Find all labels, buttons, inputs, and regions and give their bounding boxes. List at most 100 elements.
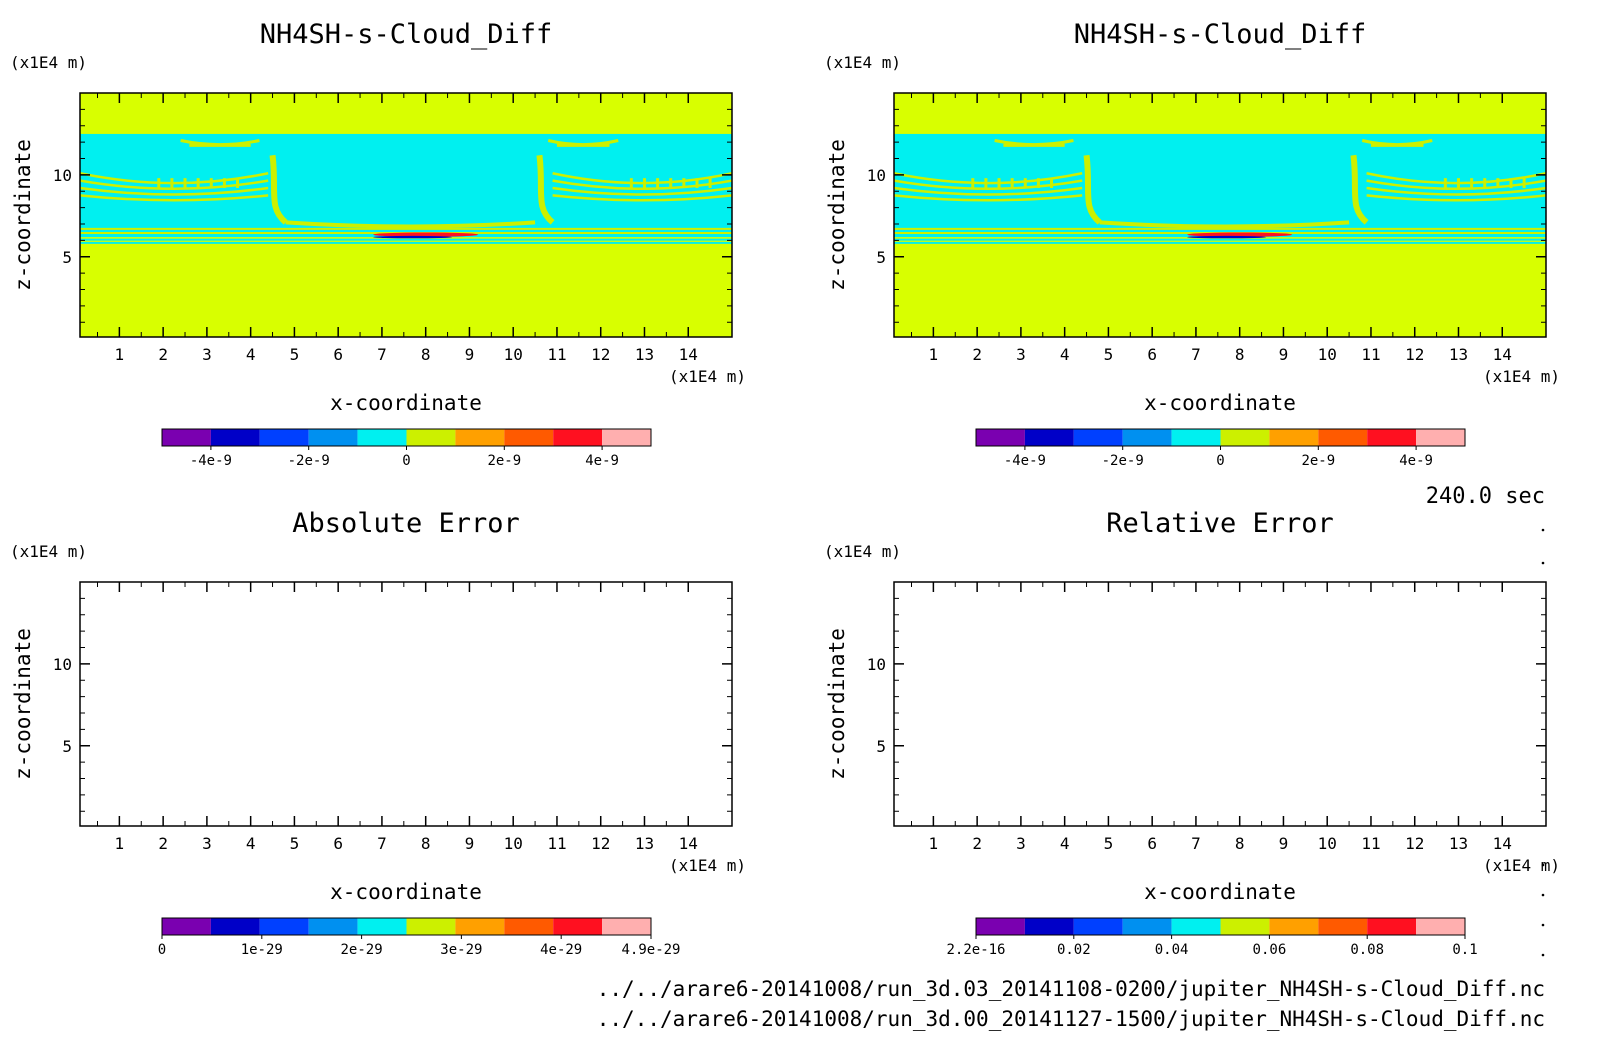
file-path-2: ../../arare6-20141008/run_3d.00_20141127… bbox=[597, 1007, 1545, 1031]
x-tick-label: 9 bbox=[1279, 834, 1289, 853]
panel-title: Relative Error bbox=[1106, 508, 1334, 539]
colorbar-cell bbox=[1122, 429, 1172, 446]
colorbar-cell bbox=[1367, 429, 1417, 446]
colorbar-tick-label: 0 bbox=[158, 942, 166, 958]
colorbar-cell bbox=[162, 918, 211, 935]
x-tick-label: 6 bbox=[1147, 345, 1157, 364]
x-tick-label: 5 bbox=[1104, 345, 1114, 364]
x-tick-label: 13 bbox=[635, 345, 654, 364]
x-tick-label: 10 bbox=[1318, 834, 1337, 853]
x-tick-label: 1 bbox=[929, 834, 939, 853]
x-tick-label: 8 bbox=[1235, 345, 1245, 364]
colorbar-tick-label: -2e-9 bbox=[288, 453, 330, 469]
cold-filament bbox=[373, 235, 452, 239]
colorbar-cell bbox=[259, 918, 309, 935]
stray-dot bbox=[1541, 953, 1545, 957]
stray-dot bbox=[1541, 863, 1545, 867]
x-tick-label: 1 bbox=[929, 345, 939, 364]
x-tick-label: 2 bbox=[972, 345, 982, 364]
colorbar-cell bbox=[1024, 918, 1074, 935]
plot-frame bbox=[893, 581, 1547, 827]
y-axis-label: z-coordinate bbox=[825, 139, 849, 291]
plot-frame bbox=[893, 92, 1547, 338]
cold-filament bbox=[1187, 235, 1266, 239]
colorbar-cell bbox=[210, 429, 260, 446]
x-tick-label: 7 bbox=[1191, 345, 1201, 364]
colorbar-tick-label: 0 bbox=[1216, 453, 1224, 469]
wing-contour bbox=[894, 179, 1083, 191]
plume-cap bbox=[1361, 139, 1433, 147]
x-tick-label: 3 bbox=[1016, 834, 1026, 853]
x-tick-label: 8 bbox=[1235, 834, 1245, 853]
colorbar-tick-label: 0 bbox=[402, 453, 410, 469]
colorbar-cell bbox=[1416, 918, 1465, 935]
wing-contour bbox=[552, 186, 732, 196]
x-tick-label: 2 bbox=[158, 834, 168, 853]
plume-column bbox=[269, 154, 288, 225]
y-tick-label: 10 bbox=[53, 166, 72, 185]
colorbar-cell bbox=[455, 429, 505, 446]
plume-cap bbox=[994, 139, 1074, 147]
x-tick-label: 2 bbox=[972, 834, 982, 853]
x-tick-label: 14 bbox=[679, 834, 698, 853]
colorbar-tick-label: 2e-9 bbox=[487, 453, 521, 469]
y-axis-label: z-coordinate bbox=[11, 628, 35, 780]
x-tick-label: 5 bbox=[1104, 834, 1114, 853]
x-tick-label: 12 bbox=[591, 834, 610, 853]
x-tick-label: 5 bbox=[290, 345, 300, 364]
x-tick-label: 8 bbox=[421, 345, 431, 364]
colorbar-cell bbox=[210, 918, 260, 935]
colorbar-cell bbox=[1220, 429, 1270, 446]
colorbar-cell bbox=[1220, 918, 1270, 935]
panel-4: Relative Error(x1E4 m)1 2 3 4 5 6 7 8 9 10 11 12 13 1… bbox=[824, 508, 1560, 958]
colorbar-cell bbox=[1122, 918, 1172, 935]
x-unit-label: (x1E4 m) bbox=[1483, 856, 1560, 875]
colorbar-tick-label: 4e-9 bbox=[585, 453, 619, 469]
colorbar-cell bbox=[357, 918, 407, 935]
y-unit-label: (x1E4 m) bbox=[824, 53, 901, 72]
plume-cap bbox=[180, 139, 260, 147]
x-tick-label: 4 bbox=[246, 834, 256, 853]
x-axis-label: x-coordinate bbox=[1144, 391, 1296, 415]
colorbar-tick-label: 0.1 bbox=[1452, 942, 1477, 958]
x-tick-label: 6 bbox=[333, 834, 343, 853]
panel-3: Absolute Error(x1E4 m)1 2 3 4 5 6 7 8 9 10 11 12 13 1… bbox=[10, 508, 746, 958]
colorbar-tick-label: 0.04 bbox=[1155, 942, 1189, 958]
colorbar: 0 1e-29 2e-29 3e-29 4e-29 4.9e-29 bbox=[158, 917, 681, 958]
colorbar-cell bbox=[976, 918, 1025, 935]
wing-contour bbox=[1366, 172, 1546, 185]
x-tick-label: 6 bbox=[333, 345, 343, 364]
stray-dot bbox=[1541, 893, 1545, 897]
plume-cap bbox=[547, 139, 619, 147]
x-tick-label: 12 bbox=[591, 345, 610, 364]
y-tick-label: 10 bbox=[867, 166, 886, 185]
colorbar-cell bbox=[455, 918, 505, 935]
x-tick-label: 8 bbox=[421, 834, 431, 853]
x-tick-label: 14 bbox=[1493, 834, 1512, 853]
colorbar-cell bbox=[406, 918, 456, 935]
x-tick-label: 10 bbox=[1318, 345, 1337, 364]
wing-contour bbox=[552, 194, 732, 202]
x-tick-label: 4 bbox=[246, 345, 256, 364]
stray-dot bbox=[1541, 923, 1545, 927]
colorbar-cell bbox=[976, 429, 1025, 446]
x-tick-label: 9 bbox=[1279, 345, 1289, 364]
colorbar-cell bbox=[1318, 918, 1368, 935]
colorbar-cell bbox=[504, 918, 554, 935]
x-unit-label: (x1E4 m) bbox=[669, 367, 746, 386]
y-unit-label: (x1E4 m) bbox=[824, 542, 901, 561]
field bbox=[894, 93, 1546, 337]
time-label: 240.0 sec bbox=[1426, 484, 1545, 509]
colorbar-cell bbox=[1416, 429, 1465, 446]
colorbar: -4e-9 -2e-9 0 2e-9 4e-9 bbox=[161, 428, 652, 469]
wing-contour bbox=[1366, 186, 1546, 196]
wing-contour bbox=[80, 179, 269, 191]
colorbar-cell bbox=[1269, 429, 1319, 446]
x-axis-label: x-coordinate bbox=[330, 391, 482, 415]
wing-contour bbox=[80, 172, 269, 185]
colorbar-cell bbox=[1024, 429, 1074, 446]
colorbar-cell bbox=[1318, 429, 1368, 446]
panel-title: Absolute Error bbox=[292, 508, 520, 539]
x-tick-label: 1 bbox=[115, 345, 125, 364]
